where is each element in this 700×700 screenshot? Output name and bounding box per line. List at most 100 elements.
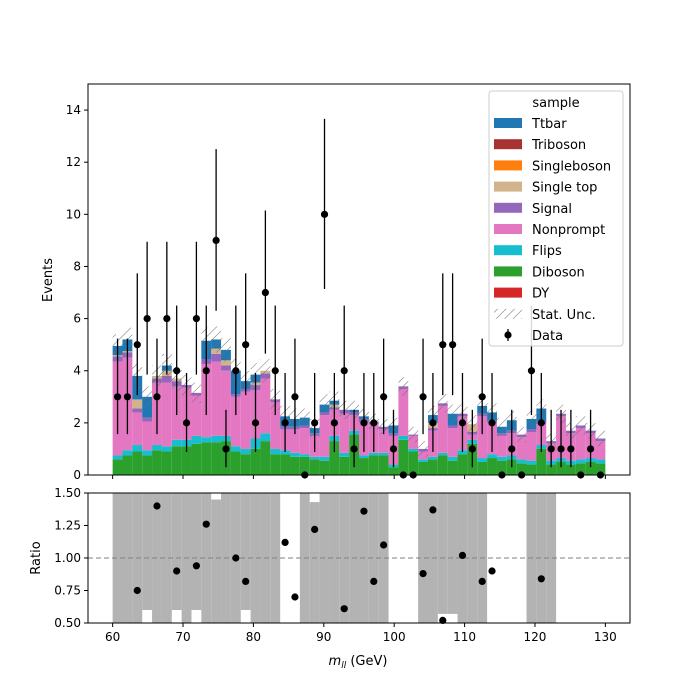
bar-diboson (418, 461, 428, 475)
bar-diboson (556, 461, 566, 475)
bar-diboson (191, 443, 202, 475)
y-axis-label: Events (41, 258, 56, 302)
bar-diboson (201, 442, 212, 475)
bar-diboson (122, 455, 133, 475)
bar-nonprompt (132, 412, 143, 446)
ratio-point (242, 577, 250, 586)
bar-flips (319, 456, 330, 461)
stat-unc-bin (575, 416, 586, 435)
ratio-y-tick-label: 1.50 (54, 486, 81, 500)
bar-flips (161, 446, 172, 452)
ratio-point (488, 567, 496, 575)
bar-diboson (290, 456, 300, 475)
data-point (133, 341, 141, 349)
bar-flips (437, 452, 448, 456)
bar-flips (408, 448, 419, 452)
bar-nonprompt (447, 428, 458, 457)
bar-nonprompt (496, 435, 507, 457)
y-tick-label: 6 (73, 312, 81, 326)
bar-diboson (339, 456, 350, 475)
bar-signal (132, 408, 143, 413)
ratio-point (202, 520, 210, 528)
stat-unc-bin (595, 430, 606, 447)
bar-flips (447, 456, 458, 461)
bar-flips (132, 445, 143, 452)
data-point (449, 341, 457, 349)
bar-signal (142, 417, 153, 422)
ratio-band-bin (122, 493, 133, 623)
bar-flips (575, 459, 586, 464)
bar-nonprompt (260, 378, 271, 434)
ratio-point (291, 593, 299, 601)
bar-diboson (595, 463, 606, 475)
data-point (439, 341, 447, 349)
bar-flips (457, 450, 468, 455)
data-point (182, 419, 191, 427)
data-point (458, 419, 467, 427)
bar-diboson (359, 458, 369, 475)
ratio-band-bin (201, 493, 212, 623)
legend-swatch-diboson (494, 266, 522, 277)
bar-diboson (477, 461, 488, 475)
data-point (350, 445, 358, 453)
legend-label-triboson: Triboson (531, 138, 586, 153)
bar-diboson (585, 461, 596, 475)
data-point (478, 393, 486, 401)
bar-nonprompt (221, 370, 231, 436)
bar-diboson (368, 455, 379, 475)
ratio-point (478, 577, 486, 586)
ratio-x-tick-label: 80 (246, 630, 261, 644)
ratio-band-bin (191, 493, 202, 610)
bar-diboson (496, 460, 507, 475)
y-tick-label: 14 (66, 103, 81, 117)
legend-label-nonprompt: Nonprompt (532, 223, 605, 238)
bar-flips (270, 448, 281, 455)
bar-nonprompt (339, 413, 350, 453)
ratio-y-tick-label: 0.75 (54, 584, 81, 598)
bar-diboson (132, 451, 143, 475)
ratio-x-tick-label: 100 (383, 630, 406, 644)
legend-label-dy: DY (532, 287, 549, 302)
ratio-point (429, 506, 437, 514)
bar-nonprompt (299, 428, 310, 455)
data-point (419, 393, 427, 401)
bar-flips (378, 452, 389, 456)
ratio-point (537, 575, 545, 583)
ratio-panel: 0.50 0.75 1.00 1.25 1.50 60 70 80 90 100 110 120 13… (29, 486, 631, 671)
bar-diboson (546, 464, 557, 475)
ratio-y-tick-label: 1.25 (54, 519, 81, 533)
bar-diboson (398, 439, 409, 475)
bar-flips (595, 459, 606, 464)
ratio-point (153, 502, 161, 510)
bar-flips (280, 450, 291, 455)
bar-nonprompt (378, 429, 389, 453)
bar-flips (496, 456, 507, 461)
bar-flips (122, 450, 133, 456)
stat-unc-bin (260, 359, 271, 383)
bar-flips (299, 454, 310, 457)
data-point (163, 315, 171, 323)
bar-nonprompt (230, 396, 241, 447)
bar-nonprompt (142, 421, 153, 451)
data-point (242, 341, 250, 349)
bar-flips (418, 459, 428, 462)
bar-diboson (329, 441, 340, 475)
legend-swatch-signal (494, 202, 522, 213)
ratio-point (311, 525, 319, 534)
bar-diboson (378, 455, 389, 475)
bar-diboson (319, 460, 330, 475)
stat-unc-bin (349, 400, 359, 419)
bar-diboson (447, 460, 458, 475)
legend-items: Ttbar Triboson Singleboson Single top Signal… (494, 117, 611, 344)
legend: sample Ttbar Triboson Singleboson Single to… (488, 90, 624, 347)
data-point (360, 419, 368, 427)
bar-diboson (152, 450, 162, 475)
legend-swatch-nonprompt (494, 224, 522, 234)
stat-unc-bin (418, 441, 428, 457)
data-point (123, 393, 132, 401)
bar-diboson (270, 454, 281, 475)
data-point (527, 367, 536, 375)
legend-swatch-stat-unc (494, 308, 522, 319)
data-point (380, 393, 388, 401)
